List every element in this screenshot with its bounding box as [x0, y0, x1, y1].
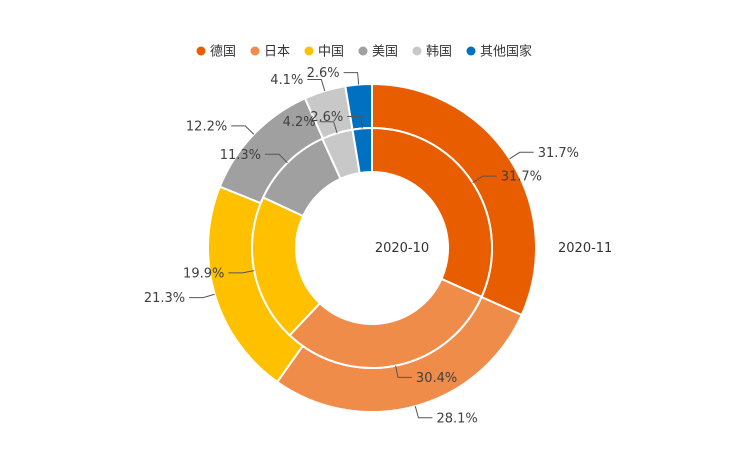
data-label-text: 2.6% [310, 110, 343, 125]
inner-slice-其他国家[interactable] [351, 126, 373, 175]
leader-line [472, 175, 497, 184]
legend-item[interactable]: 美国 [358, 45, 399, 60]
legend-marker [196, 46, 206, 56]
leader-line [509, 151, 534, 160]
legend-item[interactable]: 韩国 [412, 45, 453, 60]
legend-label: 美国 [372, 45, 398, 60]
data-label: 11.3% [220, 148, 288, 164]
data-label-text: 4.2% [283, 115, 316, 130]
leader-line [319, 121, 338, 134]
legend-marker [358, 46, 368, 56]
data-label-text: 21.3% [144, 291, 185, 306]
leader-line [414, 406, 433, 419]
inner-ring-2020-10 [251, 126, 493, 369]
legend-marker [466, 46, 476, 56]
legend-item[interactable]: 德国 [196, 45, 237, 60]
data-label-text: 4.1% [270, 73, 303, 88]
data-label: 2.6% [310, 110, 363, 129]
legend-marker [250, 46, 260, 56]
leader-line [307, 78, 326, 92]
data-label-text: 2.6% [307, 66, 340, 81]
series-name-outer: 2020-11 [558, 241, 612, 256]
leader-line [228, 270, 255, 274]
data-label-text: 30.4% [416, 371, 457, 386]
legend-label: 中国 [318, 45, 344, 60]
data-label-text: 31.7% [501, 170, 542, 185]
series-names: 2020-10 2020-11 [375, 241, 612, 256]
leader-line [189, 293, 215, 299]
data-label: 12.2% [186, 119, 255, 135]
legend-marker [304, 46, 314, 56]
data-label: 21.3% [144, 291, 215, 306]
legend-item[interactable]: 日本 [250, 45, 291, 60]
leader-line [395, 365, 412, 378]
legend-label: 其他国家 [480, 44, 532, 60]
leader-line [265, 153, 288, 164]
data-label: 19.9% [183, 266, 255, 281]
data-label: 2.6% [307, 66, 360, 85]
data-label: 30.4% [395, 365, 457, 386]
data-label-text: 31.7% [538, 146, 579, 161]
data-label: 4.2% [283, 115, 338, 134]
legend-item[interactable]: 其他国家 [466, 44, 533, 60]
leader-line [231, 125, 255, 135]
data-label-text: 19.9% [183, 266, 224, 281]
data-label: 31.7% [472, 170, 542, 185]
data-label: 31.7% [509, 146, 579, 161]
data-label: 4.1% [270, 73, 326, 92]
data-labels: 31.7%30.4%19.9%11.3%4.2%2.6%31.7%28.1%21… [144, 66, 579, 426]
series-name-inner: 2020-10 [375, 241, 429, 256]
data-label-text: 11.3% [220, 148, 261, 163]
inner-slice-日本[interactable] [288, 277, 483, 369]
data-label-text: 28.1% [436, 411, 477, 426]
inner-slice-德国[interactable] [371, 126, 493, 299]
legend: 德国 日本 中国 美国 韩国 其他国家 [196, 44, 533, 60]
legend-label: 日本 [264, 45, 290, 60]
leader-line [347, 115, 363, 129]
legend-item[interactable]: 中国 [304, 45, 345, 60]
legend-label: 韩国 [426, 45, 452, 60]
data-label: 28.1% [414, 406, 478, 426]
leader-line [343, 72, 360, 85]
legend-label: 德国 [210, 45, 236, 60]
legend-marker [412, 46, 422, 56]
data-label-text: 12.2% [186, 119, 227, 134]
